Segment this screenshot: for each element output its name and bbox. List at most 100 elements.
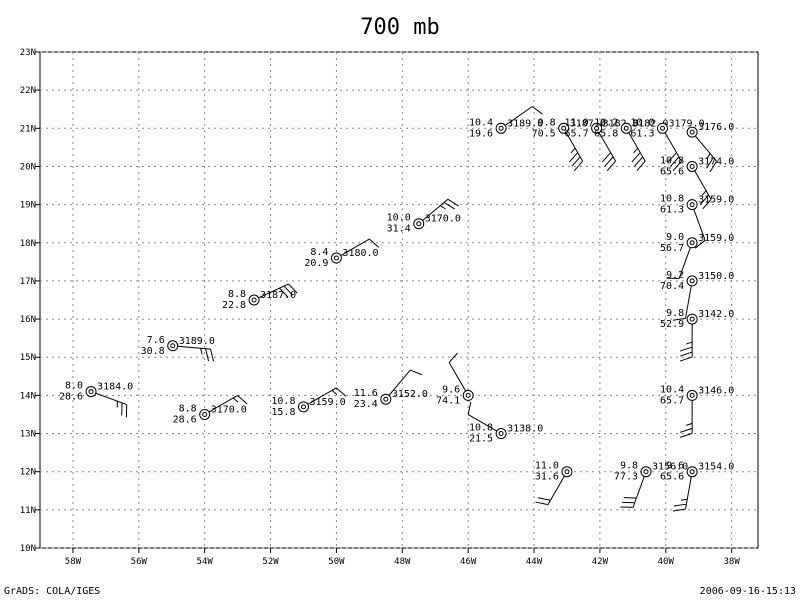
wind-barb <box>448 352 467 392</box>
height-label: 3184.0 <box>97 382 133 393</box>
y-tick-label: 22N <box>20 86 36 96</box>
station-dot <box>202 411 208 417</box>
station-marker <box>495 428 507 440</box>
station-marker <box>686 389 698 401</box>
x-tick-label: 50W <box>328 557 345 567</box>
wind-barb <box>535 475 565 506</box>
dewpoint-label: 31.6 <box>535 472 559 483</box>
station-marker <box>686 313 698 325</box>
wind-barb <box>628 132 646 172</box>
temperature-label: 8.8 <box>179 403 197 414</box>
dewpoint-label: 65.6 <box>660 472 684 483</box>
wind-barb <box>664 132 682 172</box>
station-marker <box>686 466 698 478</box>
station-dot <box>333 255 339 261</box>
wind-barb <box>672 476 692 512</box>
height-label: 3152.0 <box>392 389 428 400</box>
y-tick-label: 23N <box>20 48 36 58</box>
height-label: 3189.0 <box>507 118 543 129</box>
wind-barb <box>504 106 543 126</box>
dewpoint-label: 20.9 <box>304 258 328 269</box>
station-dot <box>689 469 695 475</box>
station-dot <box>465 392 471 398</box>
wind-barb <box>565 132 584 172</box>
x-tick-label: 56W <box>131 557 148 567</box>
wind-barb <box>208 395 248 413</box>
height-label: 3179.0 <box>668 118 704 129</box>
wind-barb <box>177 345 215 362</box>
y-tick-label: 13N <box>20 430 36 440</box>
wind-barb <box>694 135 717 173</box>
station-marker <box>199 408 211 420</box>
dewpoint-label: 65.7 <box>660 395 684 406</box>
temperature-label: 10.4 <box>660 384 684 395</box>
temperature-label: 10.4 <box>469 117 493 128</box>
wind-barb <box>340 238 380 256</box>
y-tick-label: 16N <box>20 315 36 325</box>
height-label: 3180.0 <box>342 248 378 259</box>
footer-left: GrADS: COLA/IGES <box>4 586 100 597</box>
station-marker <box>558 122 570 134</box>
dewpoint-label: 65.7 <box>565 128 589 139</box>
station-marker <box>413 218 425 230</box>
dewpoint-label: 70.4 <box>660 281 684 292</box>
height-label: 3159.0 <box>309 397 345 408</box>
station-dot <box>251 297 257 303</box>
dewpoint-label: 23.4 <box>354 399 378 410</box>
wind-barb <box>666 247 691 279</box>
wind-barb <box>672 285 692 321</box>
height-label: 3150.0 <box>698 271 734 282</box>
y-tick-label: 15N <box>20 353 36 363</box>
map-title: 700 mb <box>360 15 439 40</box>
temperature-label: 11.0 <box>565 117 589 128</box>
wind-barb <box>694 170 712 210</box>
temperature-label: 9.6 <box>442 384 460 395</box>
dewpoint-label: 28.6 <box>173 414 197 425</box>
dewpoint-label: 65.6 <box>660 166 684 177</box>
dewpoint-label: 52.9 <box>660 319 684 330</box>
x-tick-label: 48W <box>394 557 411 567</box>
wind-barb <box>467 402 498 432</box>
station-dot <box>383 396 389 402</box>
x-tick-label: 40W <box>658 557 675 567</box>
height-label: 3174.0 <box>698 156 734 167</box>
station-marker <box>495 122 507 134</box>
height-label: 3159.0 <box>698 195 734 206</box>
dewpoint-label: 30.8 <box>141 346 165 357</box>
y-tick-label: 14N <box>20 391 36 401</box>
x-tick-label: 54W <box>197 557 214 567</box>
temperature-label: 9.8 <box>620 461 638 472</box>
temperature-label: 9.2 <box>666 270 684 281</box>
height-label: 3142.0 <box>698 309 734 320</box>
station-marker <box>686 275 698 287</box>
station-dot <box>689 316 695 322</box>
station-dot <box>689 202 695 208</box>
y-tick-label: 17N <box>20 277 36 287</box>
wind-barb <box>307 387 347 405</box>
frame <box>39 51 759 549</box>
temperature-label: 10.8 <box>660 194 684 205</box>
temperature-label: 10.0 <box>630 117 654 128</box>
temperature-label: 10.8 <box>469 423 493 434</box>
wind-barb <box>679 324 693 362</box>
station-marker <box>656 122 668 134</box>
height-label: 3189.0 <box>179 336 215 347</box>
temperature-label: 11.6 <box>354 388 378 399</box>
station-dot <box>498 125 504 131</box>
station-marker <box>85 386 97 398</box>
station-dot <box>170 343 176 349</box>
station-dot <box>88 389 94 395</box>
dewpoint-label: 28.6 <box>59 392 83 403</box>
temperature-label: 9.8 <box>538 117 556 128</box>
station-dot <box>643 469 649 475</box>
station-dot <box>416 221 422 227</box>
dewpoint-label: 70.5 <box>532 128 556 139</box>
station-dot <box>623 125 629 131</box>
temperature-label: 10.8 <box>271 396 295 407</box>
x-tick-label: 44W <box>526 557 543 567</box>
wind-barb <box>693 209 706 249</box>
station-marker <box>640 466 652 478</box>
wind-barb <box>679 400 693 438</box>
height-label: 3176.0 <box>698 122 734 133</box>
temperature-label: 10.0 <box>387 213 411 224</box>
